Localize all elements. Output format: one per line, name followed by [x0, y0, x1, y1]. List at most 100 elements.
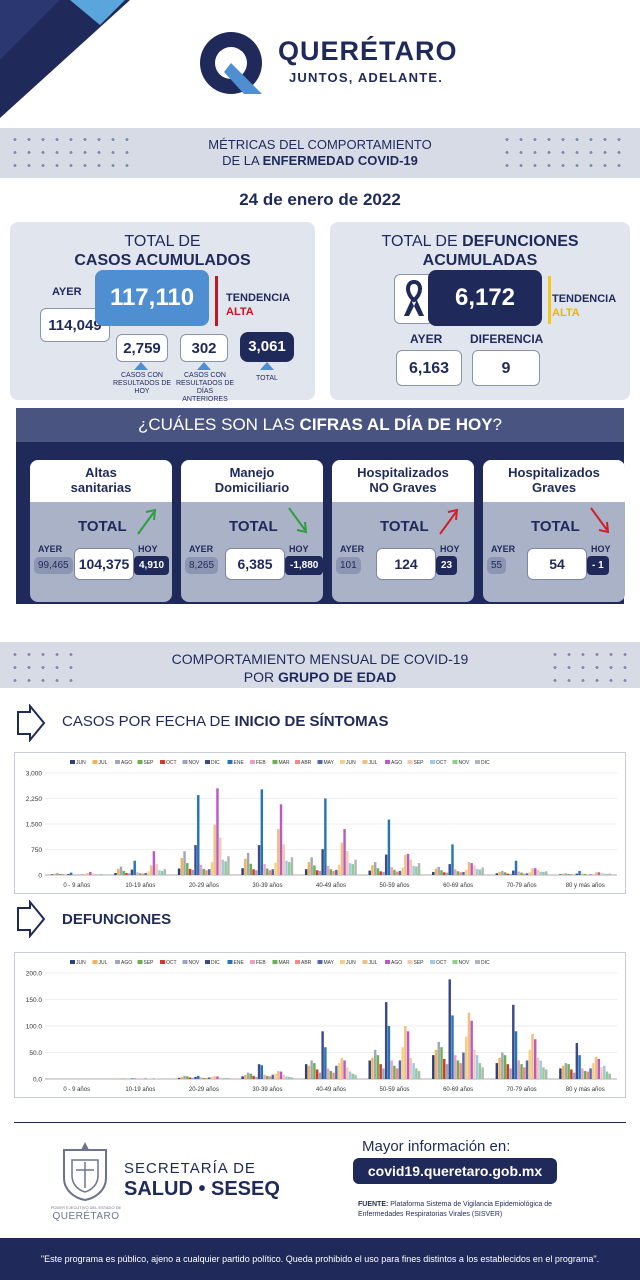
bar — [125, 872, 128, 875]
bar — [83, 873, 87, 875]
y-tick-label: 0 — [38, 873, 42, 880]
cifras-card: Hospitalizados NO Graves TOTAL AYER HOY 101 12… — [332, 460, 474, 602]
bar — [409, 1057, 413, 1079]
bar — [451, 1015, 454, 1079]
bar — [542, 1067, 545, 1079]
bar — [475, 1055, 479, 1079]
bar — [509, 873, 512, 875]
card-title: Manejo Domiciliario — [181, 460, 323, 502]
card-hoy-value: 23 — [436, 556, 458, 575]
card-hoy-label: HOY — [440, 544, 460, 554]
bar — [478, 869, 482, 875]
bar — [133, 860, 136, 875]
legend-label: NOV — [189, 960, 201, 966]
bar — [147, 871, 150, 875]
bar — [440, 1047, 443, 1079]
footer-divider — [14, 1122, 626, 1123]
bar — [304, 869, 308, 875]
bar — [459, 872, 462, 875]
legend-swatch — [295, 960, 300, 964]
bar — [581, 873, 584, 875]
legend-label: FEB — [256, 960, 266, 966]
bar — [495, 1063, 499, 1079]
bar — [401, 1047, 404, 1079]
secretaria-line-1: SECRETARÍA DE — [124, 1160, 256, 1177]
legend-label: JUN — [76, 760, 86, 766]
bar — [523, 1067, 526, 1079]
bar — [583, 873, 587, 875]
website-link[interactable]: covid19.queretaro.gob.mx — [353, 1158, 557, 1184]
trend-down-arrow-icon — [590, 507, 610, 534]
defunciones-chart-title: DEFUNCIONES — [62, 911, 172, 928]
bar — [117, 868, 120, 875]
x-tick-label: 30-39 años — [252, 1087, 282, 1093]
bar — [586, 1071, 590, 1079]
bar — [432, 871, 435, 875]
bar — [384, 1002, 388, 1079]
card-ayer-value: 8,265 — [185, 557, 219, 574]
y-tick-label: 50.0 — [29, 1050, 42, 1057]
legend-label: JUN — [346, 760, 356, 766]
legend-label: JUN — [76, 960, 86, 966]
bar — [589, 874, 592, 875]
card-total-value: 104,375 — [74, 548, 134, 580]
bar — [197, 1075, 200, 1079]
cifras-title: ¿CUÁLES SON LAS CIFRAS AL DÍA DE HOY? — [16, 408, 624, 442]
card-total-value: 6,385 — [225, 548, 285, 580]
bar — [332, 1072, 335, 1079]
bar — [503, 872, 507, 875]
bar — [387, 819, 391, 875]
legend-label: DIC — [481, 960, 490, 966]
bar — [144, 872, 147, 875]
bar — [210, 862, 214, 875]
bar — [335, 1065, 338, 1079]
bar — [404, 854, 407, 875]
bar — [456, 871, 460, 875]
bar — [155, 864, 158, 875]
bar — [191, 869, 194, 875]
bar — [277, 829, 280, 875]
bar — [324, 1047, 327, 1079]
bar — [244, 1074, 247, 1079]
x-tick-label: 40-49 años — [316, 1087, 346, 1093]
legend-label: JUL — [99, 960, 108, 966]
bar — [141, 873, 145, 875]
bar — [539, 1060, 542, 1079]
legend-swatch — [340, 760, 345, 764]
bar — [559, 874, 562, 875]
bar — [531, 1033, 534, 1079]
bar — [351, 1073, 355, 1079]
bar — [304, 1064, 308, 1079]
bar — [343, 1060, 346, 1079]
card-ayer-label: AYER — [38, 544, 63, 554]
bar — [252, 1075, 255, 1079]
bar — [528, 872, 531, 875]
x-tick-label: 70-79 años — [507, 1087, 537, 1093]
bar — [313, 865, 316, 875]
bar — [255, 870, 258, 875]
y-tick-label: 150.0 — [26, 997, 43, 1004]
legend-label: AGO — [391, 960, 402, 966]
bar — [122, 870, 125, 875]
bar — [597, 872, 601, 875]
card-title: Hospitalizados NO Graves — [332, 460, 474, 502]
bar — [56, 872, 59, 875]
legend-swatch — [70, 960, 75, 964]
report-date: 24 de enero de 2022 — [239, 190, 401, 209]
bar — [453, 1055, 457, 1079]
bar — [50, 874, 54, 875]
bar — [390, 867, 393, 875]
bar — [188, 1077, 192, 1079]
legend-swatch — [317, 760, 323, 764]
bar — [592, 873, 595, 875]
bar — [290, 857, 294, 875]
bar — [279, 1071, 283, 1079]
bar — [509, 1068, 512, 1079]
legend-swatch — [92, 760, 98, 764]
bar — [155, 1078, 158, 1079]
bar — [475, 868, 479, 875]
bar — [456, 1060, 460, 1079]
bar — [409, 859, 413, 875]
defunciones-tendencia-value: ALTA — [552, 307, 580, 319]
legend-swatch — [407, 960, 413, 964]
